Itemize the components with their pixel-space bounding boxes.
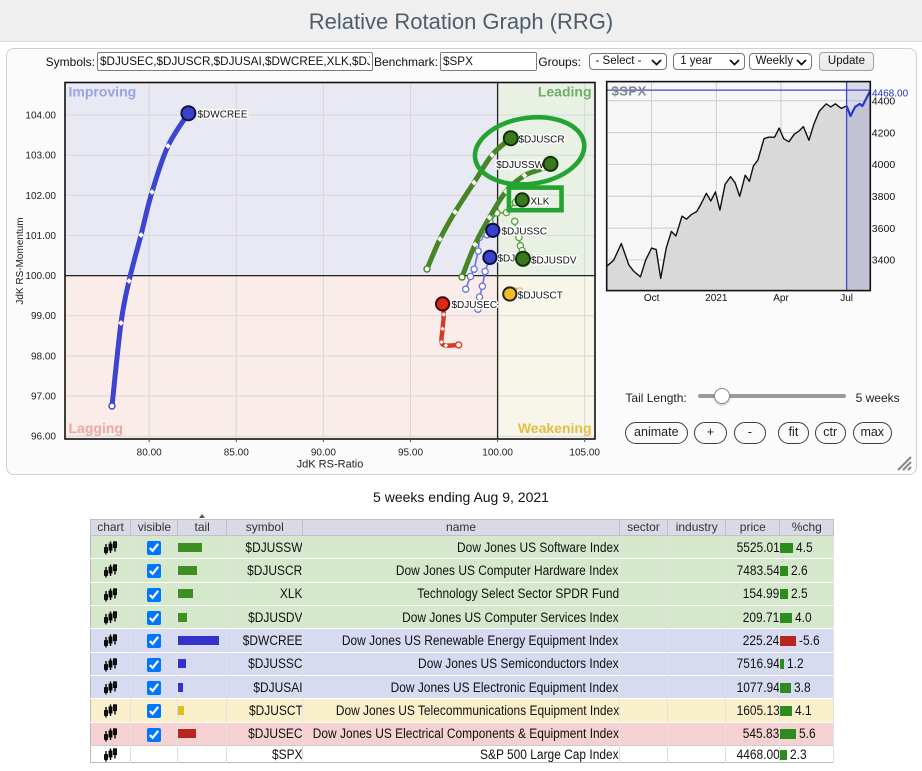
svg-text:101.00: 101.00 — [25, 231, 56, 242]
svg-text:$DJUSCT: $DJUSCT — [518, 290, 563, 301]
svg-text:$DJUSDV: $DJUSDV — [531, 256, 577, 267]
svg-text:3400: 3400 — [872, 255, 896, 267]
svg-text:4200: 4200 — [872, 127, 896, 139]
svg-text:90.00: 90.00 — [311, 448, 336, 459]
svg-text:98.00: 98.00 — [31, 351, 56, 362]
svg-text:Apr: Apr — [773, 293, 789, 304]
svg-text:3800: 3800 — [872, 191, 896, 203]
svg-text:105.00: 105.00 — [569, 448, 600, 459]
svg-text:102.00: 102.00 — [25, 191, 56, 202]
svg-text:104.00: 104.00 — [25, 111, 56, 122]
svg-text:Oct: Oct — [644, 293, 660, 304]
svg-text:3600: 3600 — [872, 223, 896, 235]
svg-text:80.00: 80.00 — [137, 448, 162, 459]
svg-text:JdK RS-Momentum: JdK RS-Momentum — [15, 217, 26, 304]
svg-text:Jul: Jul — [840, 293, 853, 304]
svg-text:97.00: 97.00 — [31, 392, 56, 403]
svg-text:Weakening: Weakening — [518, 420, 592, 436]
svg-text:$DWCREE: $DWCREE — [198, 109, 248, 120]
svg-text:4000: 4000 — [872, 159, 896, 171]
svg-text:$DJUSSC: $DJUSSC — [502, 227, 548, 238]
svg-text:85.00: 85.00 — [224, 448, 249, 459]
svg-text:$DJUSSW: $DJUSSW — [496, 160, 544, 171]
svg-text:2021: 2021 — [705, 293, 728, 304]
svg-text:4468.00: 4468.00 — [872, 89, 909, 100]
svg-text:96.00: 96.00 — [31, 432, 56, 443]
svg-text:100.00: 100.00 — [25, 271, 56, 282]
svg-text:$DJUSEC: $DJUSEC — [452, 300, 498, 311]
svg-text:103.00: 103.00 — [25, 151, 56, 162]
svg-text:JdK RS-Ratio: JdK RS-Ratio — [297, 459, 364, 471]
svg-text:95.00: 95.00 — [398, 448, 423, 459]
svg-text:Leading: Leading — [538, 84, 592, 100]
svg-text:100.00: 100.00 — [482, 448, 513, 459]
svg-text:Improving: Improving — [69, 84, 137, 100]
svg-text:99.00: 99.00 — [31, 311, 56, 322]
svg-text:XLK: XLK — [531, 196, 550, 207]
svg-text:$DJUSCR: $DJUSCR — [519, 134, 565, 145]
svg-text:Lagging: Lagging — [69, 420, 123, 436]
svg-text:$SPX: $SPX — [612, 84, 647, 99]
svg-text:4400: 4400 — [872, 96, 896, 108]
